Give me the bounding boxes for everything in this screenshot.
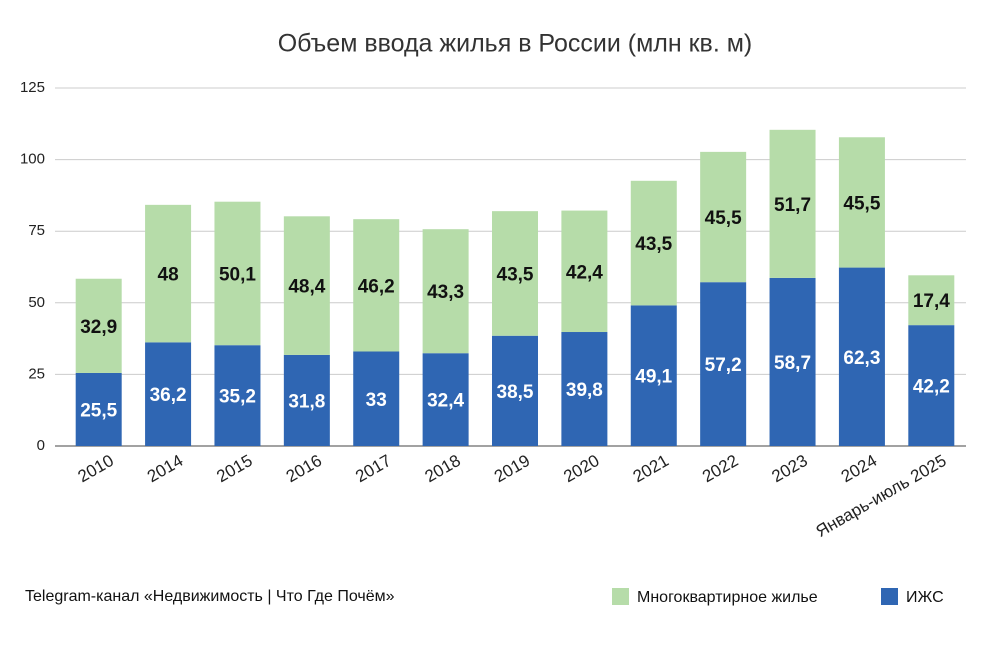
legend-label: Многоквартирное жилье — [637, 589, 818, 606]
y-tick-label: 75 — [28, 222, 45, 239]
value-label: 32,9 — [80, 317, 117, 338]
bar-segment — [838, 137, 885, 268]
legend-swatch — [881, 588, 898, 605]
bar-segment — [908, 275, 955, 326]
x-tick-label: 2022 — [699, 451, 741, 486]
y-tick-label: 100 — [20, 151, 45, 168]
x-tick-label: 2010 — [75, 451, 117, 486]
bar-segment — [838, 267, 885, 446]
value-label: 33 — [366, 390, 387, 411]
value-label: 35,2 — [219, 387, 256, 408]
bar-segment — [75, 278, 122, 373]
value-label: 38,5 — [497, 382, 534, 403]
x-tick-label: 2015 — [213, 451, 255, 486]
chart-title: Объем ввода жилья в России (млн кв. м) — [278, 30, 753, 58]
x-tick-label: 2016 — [283, 451, 325, 486]
bar-segment — [561, 210, 608, 333]
x-tick-label: 2024 — [838, 451, 880, 486]
value-label: 31,8 — [288, 391, 325, 412]
x-tick-label: 2021 — [630, 451, 672, 486]
source: Telegram-канал «Недвижимость | Что Где П… — [25, 588, 395, 605]
bar-segment — [908, 325, 955, 446]
bar-segment — [630, 305, 677, 446]
value-label: 39,8 — [566, 380, 603, 401]
bar-segment — [492, 335, 538, 446]
legend-swatch — [612, 588, 629, 605]
bar-segment — [422, 353, 469, 446]
value-label: 48 — [158, 265, 179, 286]
x-tick-label: 2014 — [144, 451, 186, 486]
value-label: 36,2 — [150, 385, 187, 406]
bar-segment — [145, 342, 192, 446]
value-label: 32,4 — [427, 391, 464, 412]
bar-segment — [422, 229, 469, 354]
bar-segment — [214, 345, 261, 446]
x-tick-label: 2019 — [491, 451, 533, 486]
value-label: 46,2 — [358, 276, 395, 297]
bar-segment — [283, 354, 330, 446]
bar-segment — [492, 211, 538, 336]
x-tick-label: 2018 — [422, 451, 464, 486]
x-tick-label: Январь-июль 2025 — [813, 451, 950, 541]
bar-segment — [75, 372, 122, 446]
value-label: 58,7 — [774, 353, 811, 374]
value-label: 50,1 — [219, 264, 256, 285]
x-tick-label: 2023 — [769, 451, 811, 486]
value-label: 45,5 — [843, 193, 880, 214]
value-label: 17,4 — [913, 291, 950, 312]
bar-segment — [353, 219, 400, 352]
value-label: 43,5 — [635, 234, 672, 255]
y-tick-label: 125 — [20, 79, 45, 96]
y-tick-label: 0 — [37, 437, 45, 454]
x-tick-label: 2017 — [352, 451, 394, 486]
bar-segment — [145, 204, 192, 343]
value-label: 49,1 — [635, 367, 672, 388]
bar-segment — [561, 332, 608, 446]
y-tick-label: 25 — [28, 365, 45, 382]
value-label: 42,4 — [566, 262, 603, 283]
bar-segment — [769, 129, 816, 278]
value-label: 42,2 — [913, 377, 950, 398]
bar-segment — [353, 351, 400, 446]
value-label: 62,3 — [843, 348, 880, 369]
value-label: 43,5 — [497, 264, 534, 285]
x-tick-label: 2020 — [560, 451, 602, 486]
bar-segment — [630, 180, 677, 306]
bar-segment — [283, 216, 330, 355]
value-label: 51,7 — [774, 195, 811, 216]
bar-segment — [700, 282, 747, 446]
bar-segment — [769, 277, 816, 446]
bar-segment — [700, 151, 747, 283]
bar-segment — [214, 201, 261, 346]
value-label: 25,5 — [80, 400, 117, 421]
y-tick-label: 50 — [28, 294, 45, 311]
value-label: 43,3 — [427, 282, 464, 303]
value-label: 45,5 — [705, 208, 742, 229]
value-label: 48,4 — [288, 277, 325, 298]
value-label: 57,2 — [705, 355, 742, 376]
legend-label: ИЖС — [906, 589, 944, 606]
